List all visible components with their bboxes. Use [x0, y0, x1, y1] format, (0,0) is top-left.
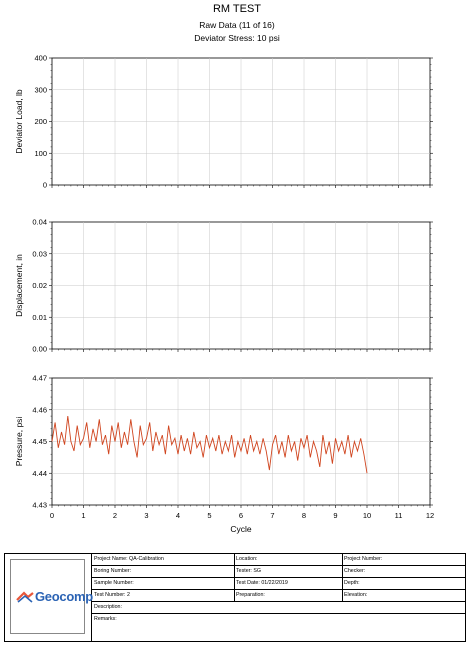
title-block-field: Sample Number: [92, 578, 234, 590]
y-tick-label: 0.01 [32, 313, 47, 322]
y-tick-label: 0 [43, 181, 47, 190]
chart-panel-1: 0 100 200 300 400 Deviator Load, lb [14, 54, 433, 190]
x-tick-label: 5 [207, 511, 211, 520]
chart-panel-2: 0.00 0.01 0.02 0.03 0.04 Displacement, in [14, 218, 433, 354]
y-tick-label: 4.46 [32, 405, 47, 414]
chart-title: RM TEST [212, 3, 262, 15]
y-tick-label: 300 [34, 85, 47, 94]
title-block-field: Test Number: 2 [92, 590, 234, 602]
y-tick-label: 4.43 [32, 501, 47, 510]
y-tick-label: 0.02 [32, 281, 47, 290]
title-block-field: Depth: [342, 578, 465, 590]
series-line-1 [51, 416, 368, 474]
x-tick-label: 0 [50, 511, 54, 520]
title-block: Geocomp Project Name: QA-Calibration Loca… [4, 553, 466, 642]
chart-panel-3: 0 1 2 3 4 5 6 7 8 9 10 11 124.434.444.454.464.47Pres… [14, 374, 434, 534]
title-block-description: Description: [92, 602, 465, 614]
x-tick-label: 12 [426, 511, 434, 520]
y-tick-label: 0.00 [32, 345, 47, 354]
x-tick-label: 1 [81, 511, 85, 520]
title-block-field: Project Number: [342, 554, 465, 566]
title-block-column-divider [342, 554, 343, 602]
x-tick-label: 4 [176, 511, 180, 520]
x-axis-label: Cycle [230, 524, 252, 534]
y-tick-label: 200 [34, 117, 47, 126]
title-block-field: Boring Number: [92, 566, 234, 578]
y-tick-label: 400 [34, 54, 47, 63]
title-block-remarks: Remarks: [94, 616, 117, 622]
geocomp-logo-icon [16, 591, 34, 603]
chart-subtitle-deviator-stress: Deviator Stress: 10 psi [194, 33, 280, 43]
x-tick-label: 7 [270, 511, 274, 520]
title-block-field: Project Name: QA-Calibration [92, 554, 234, 566]
title-block-field: Preparation: [234, 590, 342, 602]
y-tick-label: 0.04 [32, 218, 47, 227]
logo-frame: Geocomp [10, 559, 93, 634]
title-block-column-divider [234, 554, 235, 602]
x-tick-label: 6 [239, 511, 243, 520]
y-tick-label: 0.03 [32, 249, 47, 258]
title-block-field: Location: [234, 554, 342, 566]
chart-subtitle-raw-data: Raw Data (11 of 16) [199, 20, 275, 30]
title-block-field: Elevation: [342, 590, 465, 602]
y-axis-label: Displacement, in [14, 254, 24, 317]
x-tick-label: 11 [395, 511, 403, 520]
logo-wordmark: Geocomp [35, 589, 93, 604]
x-tick-label: 8 [302, 511, 306, 520]
title-block-field: Test Date: 01/22/2019 [234, 578, 342, 590]
x-tick-label: 2 [113, 511, 117, 520]
y-axis-label: Deviator Load, lb [14, 89, 24, 154]
x-tick-label: 10 [363, 511, 371, 520]
y-tick-label: 4.44 [32, 469, 47, 478]
y-axis-label: Pressure, psi [14, 417, 24, 467]
y-tick-label: 4.45 [32, 437, 47, 446]
title-block-field: Checker: [342, 566, 465, 578]
y-tick-label: 4.47 [32, 374, 47, 383]
y-tick-label: 100 [34, 149, 47, 158]
x-tick-label: 3 [144, 511, 148, 520]
title-block-field: Tester: SG [234, 566, 342, 578]
x-tick-label: 9 [333, 511, 337, 520]
logo-box: Geocomp [5, 554, 93, 641]
